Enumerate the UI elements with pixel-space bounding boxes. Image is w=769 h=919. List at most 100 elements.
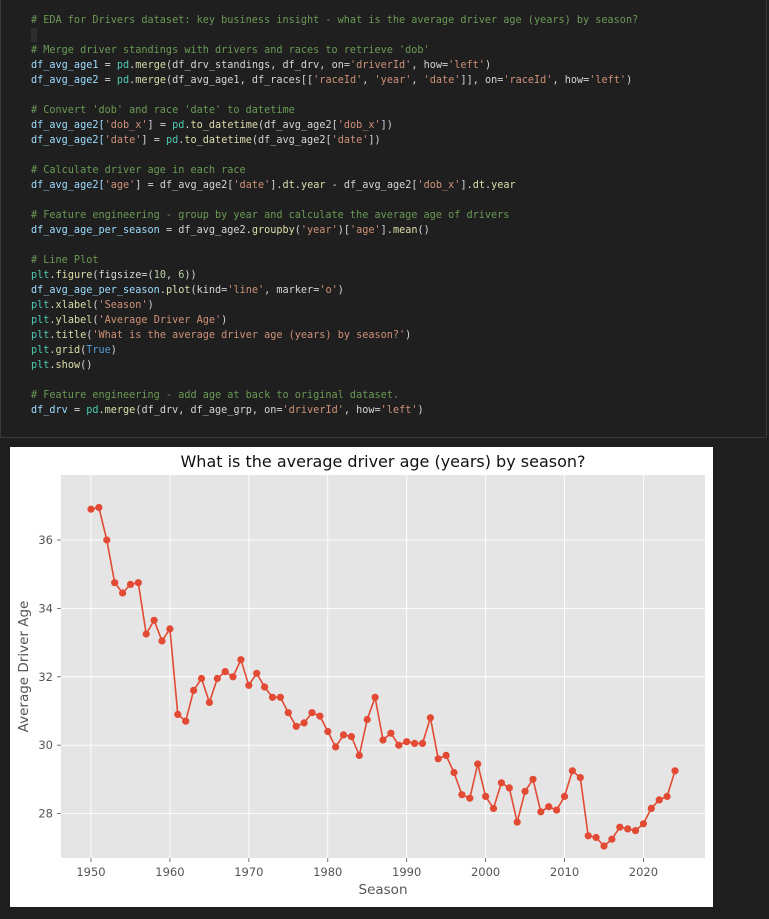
data-point [363, 715, 371, 724]
code-token: . [49, 345, 56, 356]
code-token: . [129, 75, 136, 86]
data-point [560, 792, 569, 800]
code-token: # EDA for Drivers dataset: key business … [31, 15, 639, 26]
code-token: 'dob_x' [337, 120, 381, 131]
data-point [592, 833, 600, 842]
code-token: () [417, 225, 430, 236]
code-token: df_avg_age2[ [31, 135, 105, 146]
code-token: . [98, 405, 105, 416]
code-token: 'raceId' [503, 75, 553, 86]
code-comment-line: # Feature engineering - group by year an… [31, 208, 509, 223]
code-token: 'o' [319, 285, 338, 296]
code-line: df_drv = pd.merge(df_drv, df_age_grp, on… [31, 403, 424, 418]
data-point [182, 717, 190, 725]
code-token: 10 [153, 270, 166, 281]
data-point [489, 804, 498, 812]
data-point [647, 804, 655, 812]
code-token: 'date' [104, 135, 142, 146]
data-point [292, 722, 300, 730]
y-tick-label: 28 [38, 807, 53, 821]
code-token: = [98, 75, 117, 86]
code-token: year [300, 180, 326, 191]
code-token: # Merge driver standings with drivers an… [31, 45, 430, 56]
code-token: plt [31, 270, 50, 281]
code-token: to_datetime [190, 120, 258, 131]
data-point [474, 760, 482, 768]
code-token: to_datetime [184, 135, 252, 146]
code-token: plt [31, 360, 50, 371]
data-point [411, 739, 419, 747]
code-token: - df_avg_age2[ [325, 180, 418, 191]
code-token: True [86, 345, 111, 356]
x-tick-label: 1990 [392, 865, 421, 879]
data-point [95, 503, 103, 512]
code-line: df_avg_age2 = pd.merge(df_avg_age1, df_r… [31, 73, 632, 88]
code-token: df_avg_age1 [31, 60, 99, 71]
code-token: ( [80, 345, 87, 356]
code-token: (df_avg_age1, df_races[[ [165, 75, 314, 86]
code-token: . [49, 315, 56, 326]
code-line: df_avg_age2['dob_x'] = pd.to_datetime(df… [31, 118, 393, 133]
data-point [150, 616, 158, 624]
data-point [395, 741, 403, 749]
series-markers [87, 503, 679, 850]
code-line: df_avg_age_per_season = df_avg_age2.grou… [31, 223, 430, 238]
data-point [608, 835, 616, 843]
code-token: xlabel [55, 300, 93, 311]
code-token: , [362, 75, 375, 86]
data-point [166, 625, 174, 633]
plot-area [61, 475, 705, 858]
x-tick-label: 1960 [155, 865, 184, 879]
code-token: 'driverId' [349, 60, 412, 71]
code-token: # Calculate driver age in each race [31, 165, 246, 176]
code-token: merge [135, 60, 166, 71]
code-token: = [98, 60, 117, 71]
data-point [584, 832, 592, 840]
x-tick-label: 1980 [313, 865, 342, 879]
data-point [545, 803, 553, 811]
code-token: ]. [270, 180, 283, 191]
code-comment-line: # Merge driver standings with drivers an… [31, 43, 430, 58]
data-point [213, 674, 221, 683]
data-point [253, 669, 261, 677]
data-point [174, 710, 182, 718]
data-point [537, 808, 545, 816]
code-token: 6 [178, 270, 185, 281]
code-token: 'date' [423, 75, 461, 86]
y-tick-label: 36 [38, 533, 53, 547]
data-point [158, 637, 166, 645]
data-point [616, 823, 624, 831]
data-point [671, 767, 679, 775]
code-token: ] = df_avg_age2[ [135, 180, 234, 191]
data-point [426, 714, 434, 722]
code-line: plt.grid(True) [31, 343, 117, 358]
code-line: df_avg_age2['date'] = pd.to_datetime(df_… [31, 133, 381, 148]
code-token: year [491, 180, 516, 191]
code-token: ]) [368, 135, 381, 146]
code-token: . [184, 120, 191, 131]
data-point [261, 683, 269, 691]
x-axis-label: Season [359, 882, 408, 898]
code-token: groupby [251, 225, 295, 236]
code-cell[interactable]: # EDA for Drivers dataset: key business … [0, 0, 767, 438]
code-token: , how= [343, 405, 381, 416]
code-token: ( [92, 300, 99, 311]
data-point [513, 818, 521, 826]
data-point [111, 579, 119, 587]
data-point [142, 630, 150, 638]
code-token: 'left' [380, 405, 418, 416]
code-token: . [49, 360, 56, 371]
data-point [324, 727, 332, 736]
x-tick-label: 1970 [234, 865, 263, 879]
data-point [126, 580, 135, 588]
code-token: plt [31, 330, 50, 341]
y-axis-label: Average Driver Age [16, 601, 32, 733]
code-token: = df_avg_age2. [159, 225, 252, 236]
code-token: df_avg_age_per_season [31, 225, 160, 236]
code-token: 'left' [589, 75, 627, 86]
code-token: df_avg_age2 [31, 75, 99, 86]
code-token: . [49, 300, 56, 311]
code-comment-line: # Calculate driver age in each race [31, 163, 246, 178]
code-token: pd [116, 75, 130, 86]
data-point [355, 751, 363, 759]
